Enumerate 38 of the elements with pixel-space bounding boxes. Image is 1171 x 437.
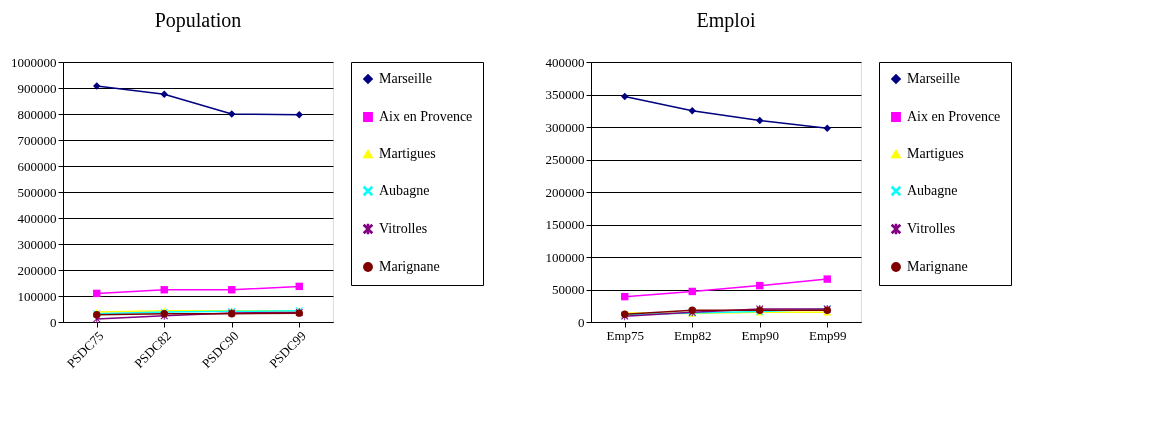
legend-label: Aix en Provence [907, 109, 1001, 124]
y-tick-label: 150000 [545, 217, 585, 232]
y-tick-label: 300000 [17, 236, 57, 252]
y-tick-label: 0 [578, 314, 585, 330]
y-tick-label: 800000 [17, 106, 57, 122]
legend-label: Marseille [379, 71, 432, 86]
y-tick-label: 200000 [17, 262, 57, 278]
x-tick-label: Emp75 [606, 327, 645, 343]
legend-label: Aubagne [907, 183, 958, 198]
y-tick-label: 0 [50, 314, 57, 330]
y-tick-label: 350000 [545, 87, 585, 102]
y-tick-label: 400000 [545, 54, 585, 70]
chart-title: Population [154, 9, 242, 32]
y-tick-label: 200000 [545, 184, 585, 200]
y-tick-label: 900000 [17, 80, 57, 96]
legend-label: Vitrolles [379, 221, 428, 236]
x-tick-label: Emp99 [808, 327, 847, 343]
y-tick-label: 100000 [545, 249, 585, 265]
y-tick-label: 300000 [545, 119, 585, 135]
y-tick-label: 400000 [17, 210, 57, 226]
chart-title: Emploi [696, 9, 756, 32]
y-tick-label: 500000 [17, 184, 57, 200]
y-tick-label: 1000000 [11, 54, 57, 70]
legend-label: Marseille [907, 71, 960, 86]
x-tick-label: Emp90 [741, 327, 780, 343]
legend-label: Aix en Provence [379, 109, 473, 124]
legend-label: Marignane [379, 259, 440, 274]
y-tick-label: 700000 [17, 132, 57, 148]
legend-label: Martigues [379, 146, 436, 161]
y-tick-label: 100000 [17, 288, 57, 304]
y-tick-label: 250000 [545, 152, 585, 167]
legend-label: Vitrolles [907, 221, 956, 236]
legend-label: Aubagne [379, 183, 430, 198]
x-tick-label: Emp82 [673, 327, 712, 343]
y-tick-label: 50000 [552, 282, 585, 297]
y-tick-label: 600000 [17, 158, 57, 174]
legend-label: Marignane [907, 259, 968, 274]
legend-label: Martigues [907, 146, 964, 161]
